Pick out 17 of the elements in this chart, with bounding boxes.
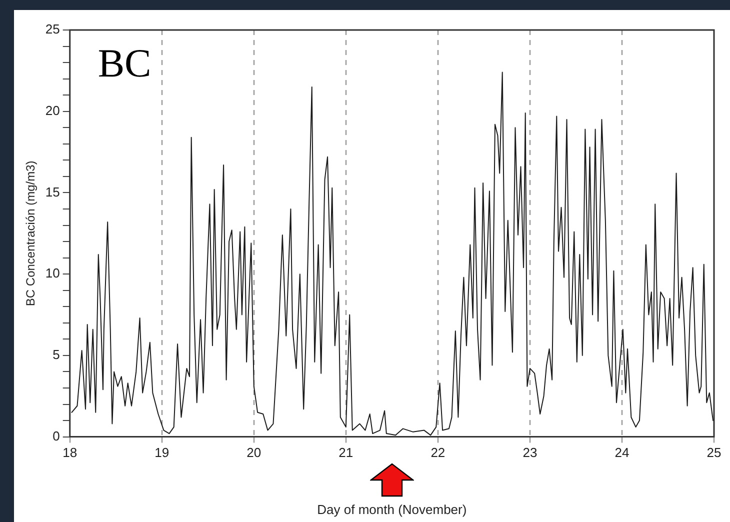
x-tick-label: 25 [706,445,722,460]
y-tick-label: 0 [52,428,60,444]
y-axis-title: BC Concentración (mg/m3) [24,160,38,306]
x-tick-label: 21 [338,445,354,460]
y-tick-label: 15 [45,184,60,200]
y-tick-label: 25 [45,22,60,37]
y-tick-label: 5 [52,347,60,362]
x-tick-label: 24 [614,445,630,460]
x-tick-label: 23 [522,445,538,460]
x-tick-label: 22 [430,445,446,460]
y-tick-label: 20 [45,102,60,118]
x-tick-label: 19 [154,445,170,460]
y-tick-label: 10 [45,266,60,281]
x-tick-label: 18 [62,445,78,460]
x-tick-label: 20 [246,445,262,460]
x-axis-title: Day of month (November) [317,502,467,517]
annotation: BC [98,40,152,86]
